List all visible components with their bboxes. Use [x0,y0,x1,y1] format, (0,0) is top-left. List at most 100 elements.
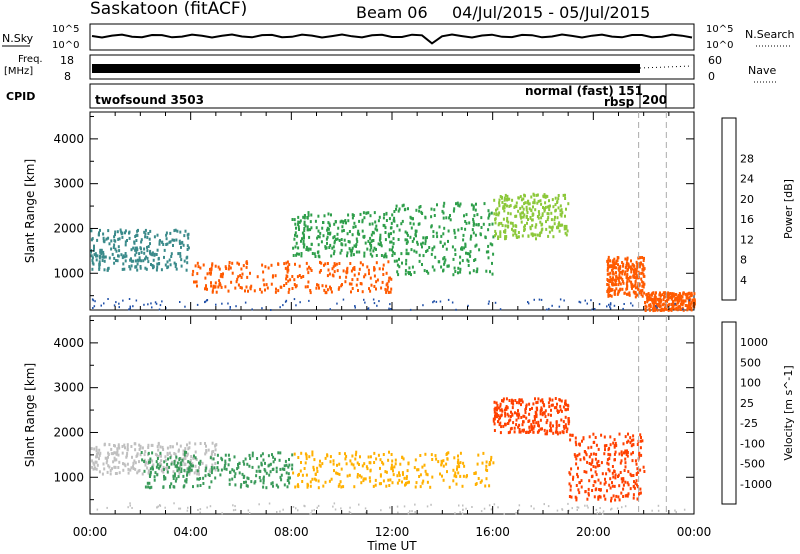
data-cell [477,453,480,457]
data-cell [368,222,371,226]
data-cell [622,262,625,266]
data-cell [614,476,617,480]
data-cell [260,454,263,458]
station-title: Saskatoon (fitACF) [90,0,247,19]
data-cell [329,231,332,235]
data-cell [330,254,333,258]
data-cell [128,231,130,235]
data-cell [317,214,320,218]
data-cell [147,485,150,489]
data-cell [522,197,525,201]
data-cell [274,290,277,294]
data-cell [380,244,383,248]
data-cell [571,433,574,437]
data-cell [451,301,454,304]
data-cell [328,231,330,235]
data-cell [650,293,653,297]
data-cell [546,418,549,422]
data-cell [332,265,335,269]
data-cell [232,504,234,507]
data-cell [505,406,508,410]
data-cell [183,234,186,238]
data-cell [257,465,260,469]
data-cell [140,240,143,244]
data-cell [371,230,374,234]
data-cell [221,512,223,515]
data-cell [313,252,316,256]
data-cell [414,485,417,489]
data-cell [519,430,522,434]
data-cell [465,221,468,225]
data-cell [160,459,163,463]
data-cell [179,252,182,255]
data-cell [559,408,562,412]
data-cell [624,505,627,508]
data-cell [606,283,609,286]
data-cell [497,506,499,509]
data-cell [168,451,171,455]
data-cell [144,485,147,489]
data-cell [443,260,446,264]
data-cell [607,255,610,259]
data-cell [687,296,690,300]
data-cell [348,230,351,233]
data-cell [132,465,134,469]
data-cell [338,262,341,265]
data-cell [510,426,513,430]
data-cell [637,256,640,260]
data-cell [340,242,343,246]
data-cell [428,246,431,249]
data-cell [677,294,680,297]
data-cell [340,467,343,471]
colorbar-tick-label: 4 [740,274,747,287]
data-cell [585,453,588,457]
data-cell [316,250,319,254]
data-cell [220,468,223,472]
data-cell [122,462,124,466]
data-cell [107,229,110,233]
data-cell [591,308,593,311]
data-cell [143,453,146,457]
data-cell [543,428,546,432]
data-cell [637,293,640,297]
data-cell [224,459,227,463]
data-cell [623,303,625,305]
data-cell [616,292,619,296]
data-cell [678,292,681,295]
data-cell [214,281,217,285]
data-cell [126,446,129,449]
data-cell [549,204,551,208]
data-cell [671,301,674,305]
data-cell [592,484,595,487]
data-cell [346,232,349,236]
data-cell [156,457,159,460]
data-cell [375,261,378,265]
data-cell [353,268,356,271]
data-cell [194,442,197,446]
data-cell [543,404,546,408]
data-cell [598,494,601,498]
data-cell [635,483,638,487]
data-cell [166,451,169,455]
data-cell [270,482,273,486]
data-cell [509,415,512,418]
data-cell [92,461,95,465]
data-cell [150,485,153,489]
data-cell [539,199,542,203]
data-cell [502,205,505,209]
freq-panel [89,54,695,80]
data-cell [610,294,613,298]
data-cell [277,451,280,455]
data-cell [173,474,176,478]
data-cell [340,238,343,241]
data-cell [518,427,521,431]
data-cell [293,237,296,241]
data-cell [318,270,321,274]
data-cell [369,479,372,483]
data-cell [98,457,100,461]
data-cell [227,267,230,271]
data-cell [99,254,101,258]
data-cell [346,254,348,258]
data-cell [151,459,154,463]
data-cell [190,468,193,472]
